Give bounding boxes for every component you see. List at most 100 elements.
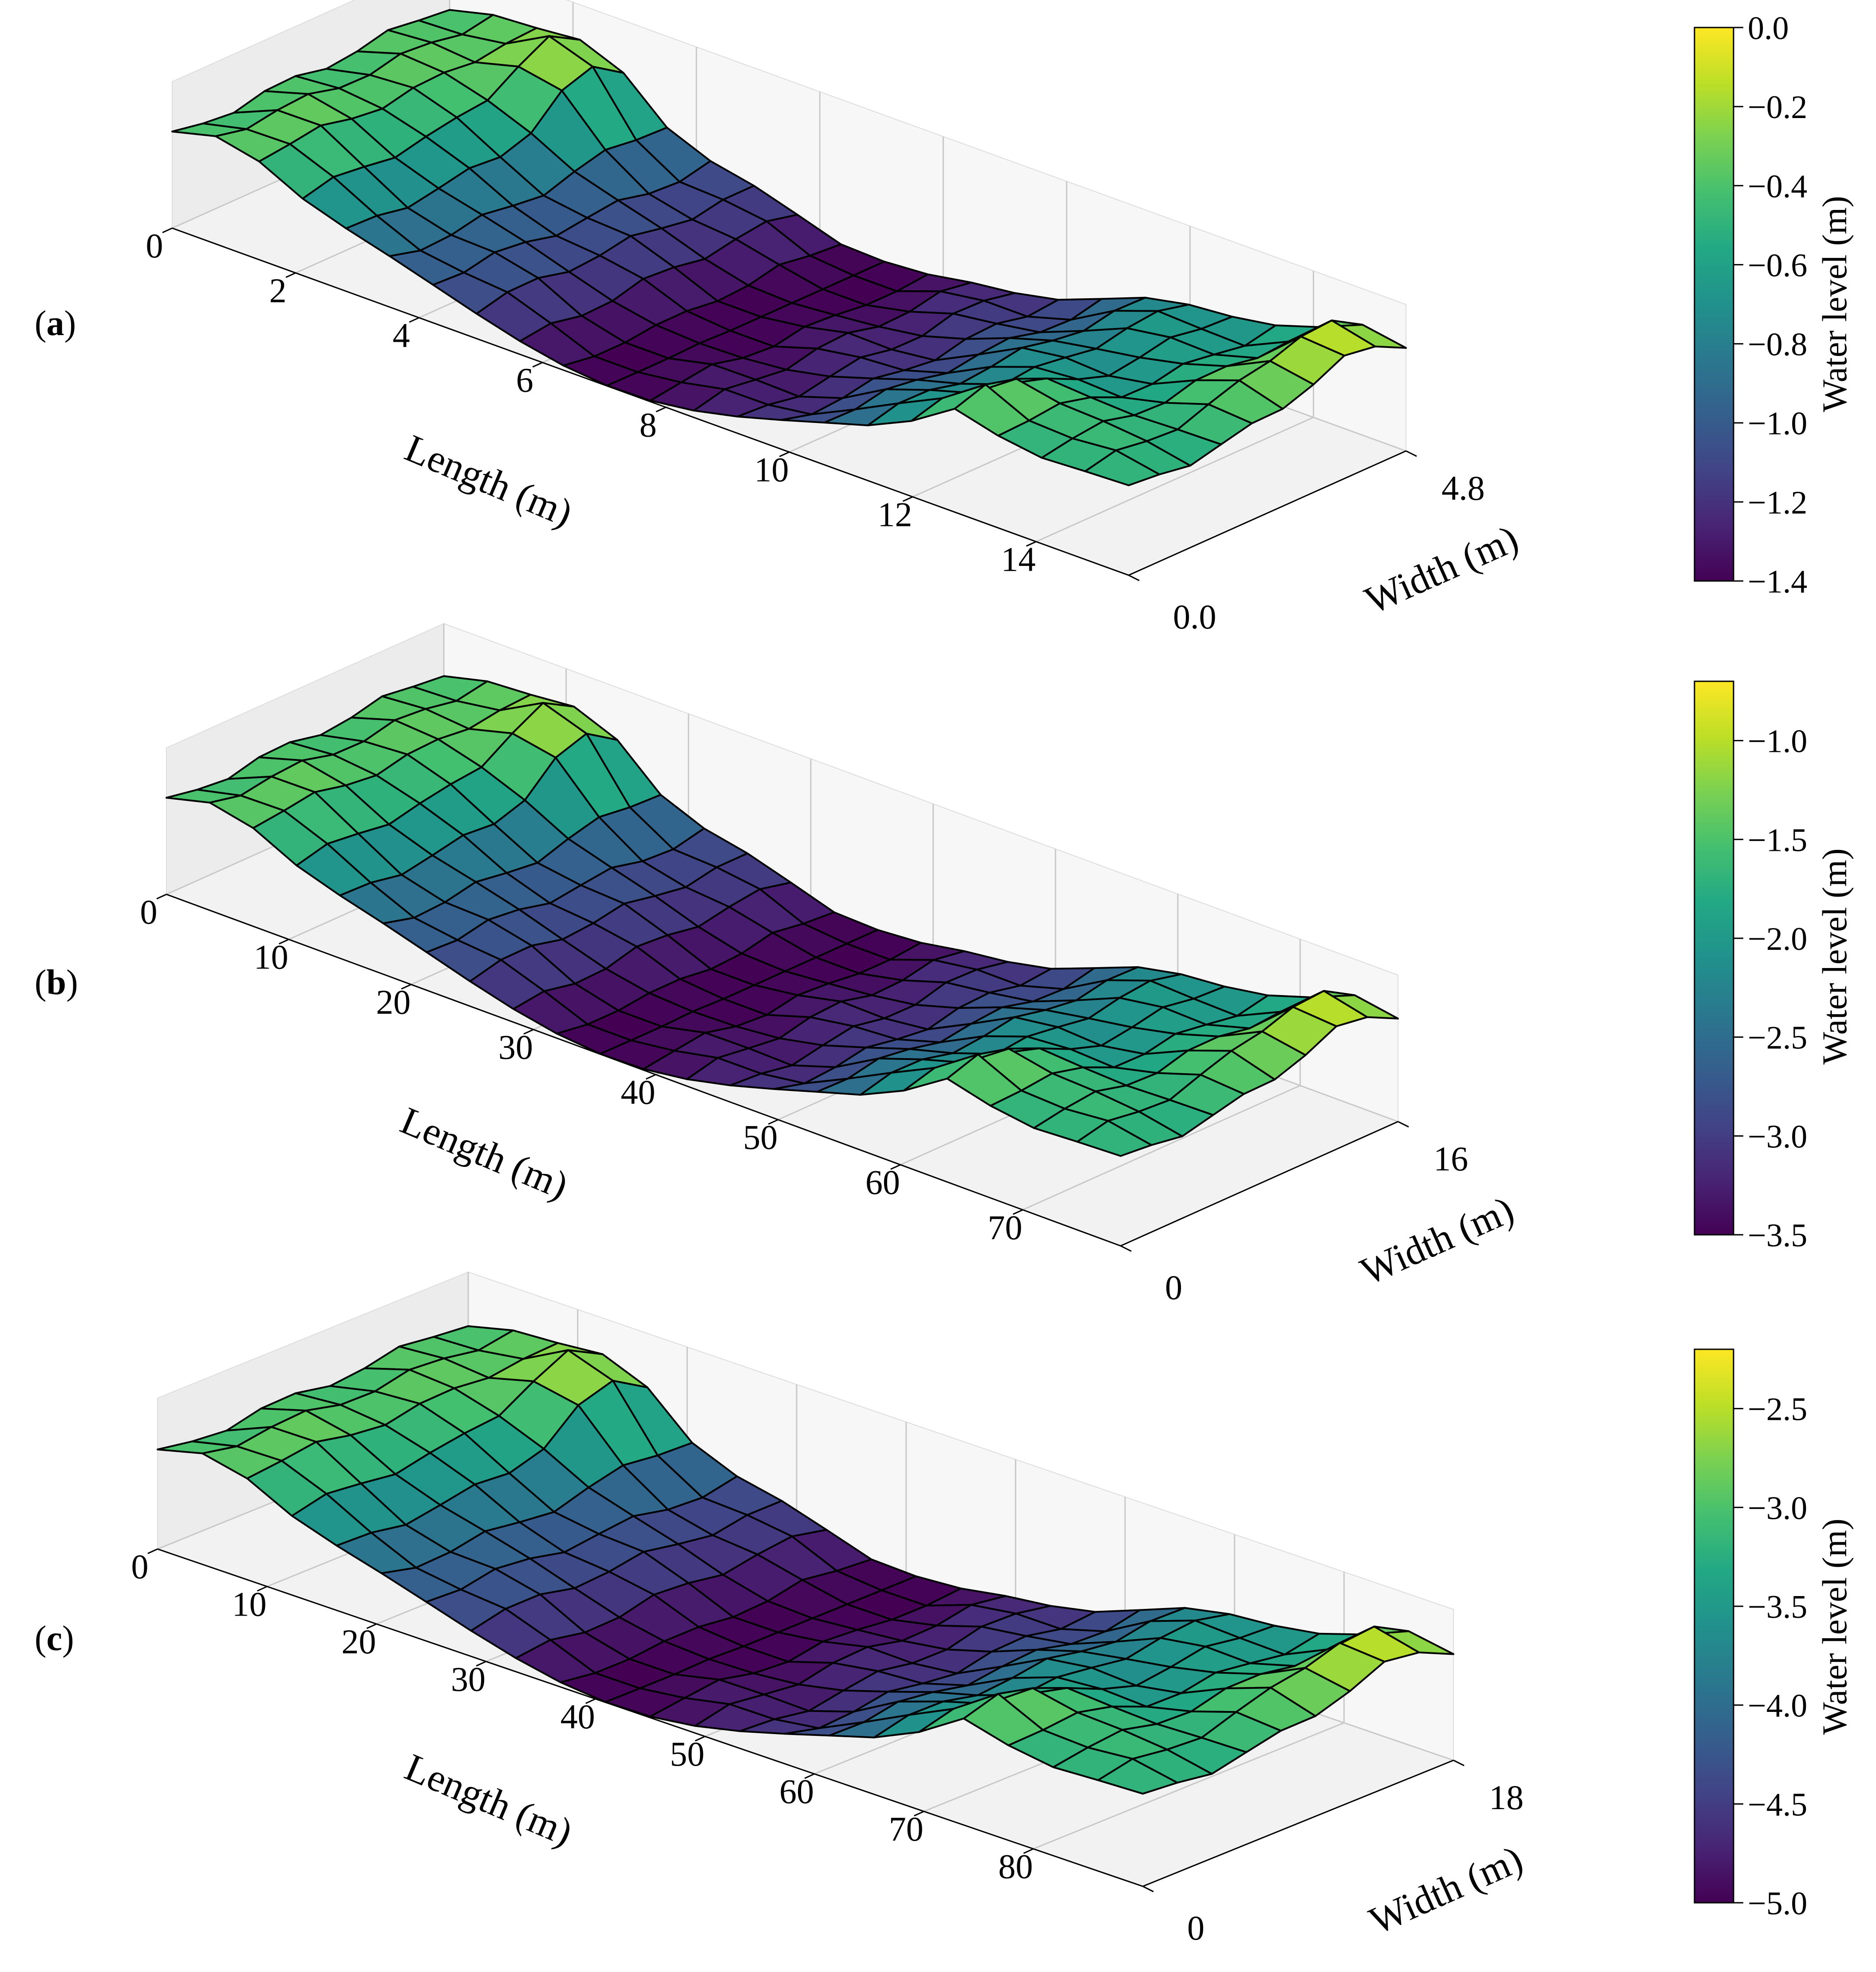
x-tick-mark: [695, 1735, 705, 1742]
panel-b: 0 10 20 30 40 50 60 70 0 16 Length (m) Width (m) (b)…: [35, 623, 1854, 1307]
panel-a: 0 2 4 6 8 10 12 14 0.0 4.8 Length (m) Width (m) (a) 0…: [35, 0, 1854, 636]
panel-c: 0 10 20 30 40 50 60 70 80 0 18 Length (m) Width (m) (…: [35, 1271, 1854, 1947]
x-tick-label: 50: [743, 1118, 778, 1157]
surface-cell: [171, 123, 248, 137]
x-tick-label: 30: [451, 1660, 486, 1698]
x-tick-mark: [476, 1660, 486, 1667]
colorbar-tick-label: −2.5: [1748, 1391, 1807, 1428]
x-tick-mark: [279, 939, 289, 945]
colorbar-tick-label: −1.4: [1748, 564, 1807, 600]
x-tick-label: 70: [987, 1208, 1022, 1247]
colorbar-tick-label: −0.4: [1748, 168, 1807, 205]
colorbar-tick-label: −0.8: [1748, 327, 1807, 363]
colorbar-tick-label: −0.2: [1748, 89, 1807, 126]
x-tick-mark: [914, 1810, 924, 1817]
x-tick-mark: [1012, 1209, 1023, 1215]
y-tick-mark: [1453, 1759, 1465, 1767]
x-tick-mark: [532, 362, 543, 368]
colorbar-tick-label: −2.0: [1748, 921, 1807, 957]
surface: [171, 9, 1407, 486]
x-tick-mark: [156, 893, 167, 900]
x-axis-line: [172, 227, 1129, 576]
colorbar-tick-label: −1.0: [1748, 406, 1807, 442]
x-tick-mark: [656, 407, 666, 412]
y-axis-label: Width (m): [1359, 517, 1524, 622]
x-tick-mark: [645, 1074, 656, 1080]
x-axis-label: Length (m): [395, 1099, 574, 1208]
y-tick-mark: [1398, 1121, 1409, 1128]
y-axis-label: Width (m): [1363, 1838, 1529, 1943]
panel-label: (a): [35, 304, 76, 343]
x-tick-mark: [401, 984, 411, 990]
colorbar-tick-label: −3.0: [1748, 1118, 1807, 1155]
y-tick-label: 16: [1434, 1139, 1468, 1178]
colorbar-tick-label: 0.0: [1748, 10, 1789, 47]
x-tick-label: 70: [889, 1810, 924, 1848]
colorbar-tick-label: −2.5: [1748, 1020, 1807, 1056]
x-tick-mark: [890, 1164, 901, 1170]
surface: [157, 1325, 1454, 1795]
x-tick-mark: [523, 1029, 534, 1035]
y-axis-line: [1128, 450, 1406, 576]
x-axis-line: [166, 893, 1121, 1247]
x-tick-label: 60: [779, 1772, 814, 1811]
surface-cell: [157, 1440, 238, 1454]
x-tick-mark: [768, 1119, 778, 1125]
panel-label: (c): [35, 1619, 74, 1658]
x-axis-label: Length (m): [399, 427, 579, 535]
panel-label: (b): [35, 963, 78, 1002]
y-tick-mark: [1120, 1245, 1132, 1252]
colorbar: [1694, 680, 1734, 1236]
x-tick-mark: [779, 451, 790, 457]
colorbar-tick-label: −0.6: [1748, 247, 1807, 284]
x-tick-mark: [366, 1623, 377, 1629]
colorbar-label: Water level (m): [1815, 196, 1854, 412]
x-tick-label: 2: [269, 271, 287, 310]
y-tick-label: 0: [1165, 1268, 1182, 1307]
colorbar-tick-label: −4.0: [1748, 1688, 1807, 1724]
y-tick-label: 4.8: [1442, 469, 1485, 507]
y-tick-mark: [1142, 1885, 1154, 1893]
colorbar-tick-label: −1.2: [1748, 485, 1807, 521]
x-axis-line: [157, 1548, 1143, 1887]
surface: [166, 675, 1399, 1157]
colorbar-tick-label: −3.0: [1748, 1490, 1807, 1526]
x-tick-label: 8: [640, 406, 657, 444]
x-tick-label: 60: [865, 1163, 900, 1201]
x-tick-mark: [162, 227, 173, 233]
colorbar-tick-label: −3.5: [1748, 1217, 1807, 1254]
x-tick-label: 20: [341, 1622, 376, 1661]
x-tick-label: 50: [670, 1735, 704, 1773]
x-tick-mark: [147, 1548, 158, 1554]
surface-cell: [166, 789, 242, 804]
colorbar-tick-label: −3.5: [1748, 1589, 1807, 1625]
x-tick-label: 10: [232, 1585, 267, 1623]
x-tick-mark: [1026, 541, 1037, 547]
y-tick-mark: [1128, 574, 1140, 581]
x-tick-label: 6: [516, 361, 533, 399]
colorbar-tick-label: −4.5: [1748, 1786, 1807, 1823]
x-tick-label: 0: [131, 1547, 149, 1586]
colorbar-tick-label: −1.5: [1748, 822, 1807, 858]
x-tick-mark: [409, 317, 419, 323]
x-tick-label: 40: [561, 1697, 595, 1736]
x-tick-label: 0: [140, 893, 158, 931]
x-tick-label: 4: [393, 316, 410, 355]
colorbar: [1694, 27, 1734, 582]
x-tick-label: 0: [146, 226, 163, 265]
y-tick-label: 0: [1187, 1909, 1205, 1947]
colorbar-label: Water level (m): [1815, 1518, 1854, 1735]
y-axis-line: [1120, 1121, 1398, 1247]
y-tick-label: 0.0: [1173, 597, 1216, 636]
colorbar: [1694, 1348, 1734, 1904]
x-tick-mark: [1023, 1848, 1034, 1854]
x-tick-mark: [585, 1698, 596, 1704]
x-axis-label: Length (m): [399, 1746, 579, 1854]
x-tick-mark: [285, 272, 296, 278]
x-tick-label: 80: [998, 1847, 1033, 1886]
x-tick-label: 10: [754, 451, 789, 489]
y-tick-label: 18: [1489, 1778, 1524, 1817]
y-axis-line: [1142, 1759, 1454, 1887]
colorbar-label: Water level (m): [1815, 848, 1854, 1064]
